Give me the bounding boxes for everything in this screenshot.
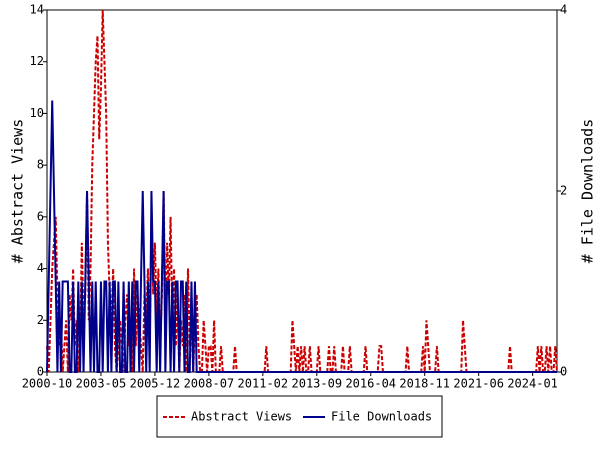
x-tick-label: 2021-06 bbox=[453, 377, 504, 391]
x-tick-label: 2000-10 bbox=[22, 377, 73, 391]
y2-tick-label: 4 bbox=[560, 3, 567, 17]
x-tick-label: 2016-04 bbox=[345, 377, 396, 391]
y-tick-label: 12 bbox=[30, 54, 44, 68]
legend-label: Abstract Views bbox=[191, 410, 292, 424]
legend-label: File Downloads bbox=[331, 410, 432, 424]
legend-box bbox=[156, 395, 443, 438]
x-tick-label: 2013-09 bbox=[292, 377, 343, 391]
y-tick-label: 6 bbox=[37, 209, 44, 223]
y-tick-label: 10 bbox=[30, 106, 44, 120]
y-tick-label: 2 bbox=[37, 313, 44, 327]
series-line bbox=[46, 100, 557, 373]
x-tick-label: 2018-11 bbox=[399, 377, 450, 391]
x-tick-label: 2003-05 bbox=[76, 377, 127, 391]
x-tick-label: 2005-12 bbox=[130, 377, 181, 391]
x-tick-label: 2011-02 bbox=[238, 377, 289, 391]
y-tick-label: 4 bbox=[37, 261, 44, 275]
y-axis-label: # Abstract Views bbox=[9, 119, 27, 264]
y-tick-label: 8 bbox=[37, 158, 44, 172]
y-tick-label: 14 bbox=[30, 3, 44, 17]
y2-tick-label: 0 bbox=[560, 365, 567, 379]
y-tick-label: 0 bbox=[37, 365, 44, 379]
x-tick-label: 2024-01 bbox=[507, 377, 558, 391]
x-tick-label: 2008-07 bbox=[184, 377, 235, 391]
y2-axis-label: # File Downloads bbox=[579, 119, 597, 264]
y2-tick-label: 2 bbox=[560, 184, 567, 198]
